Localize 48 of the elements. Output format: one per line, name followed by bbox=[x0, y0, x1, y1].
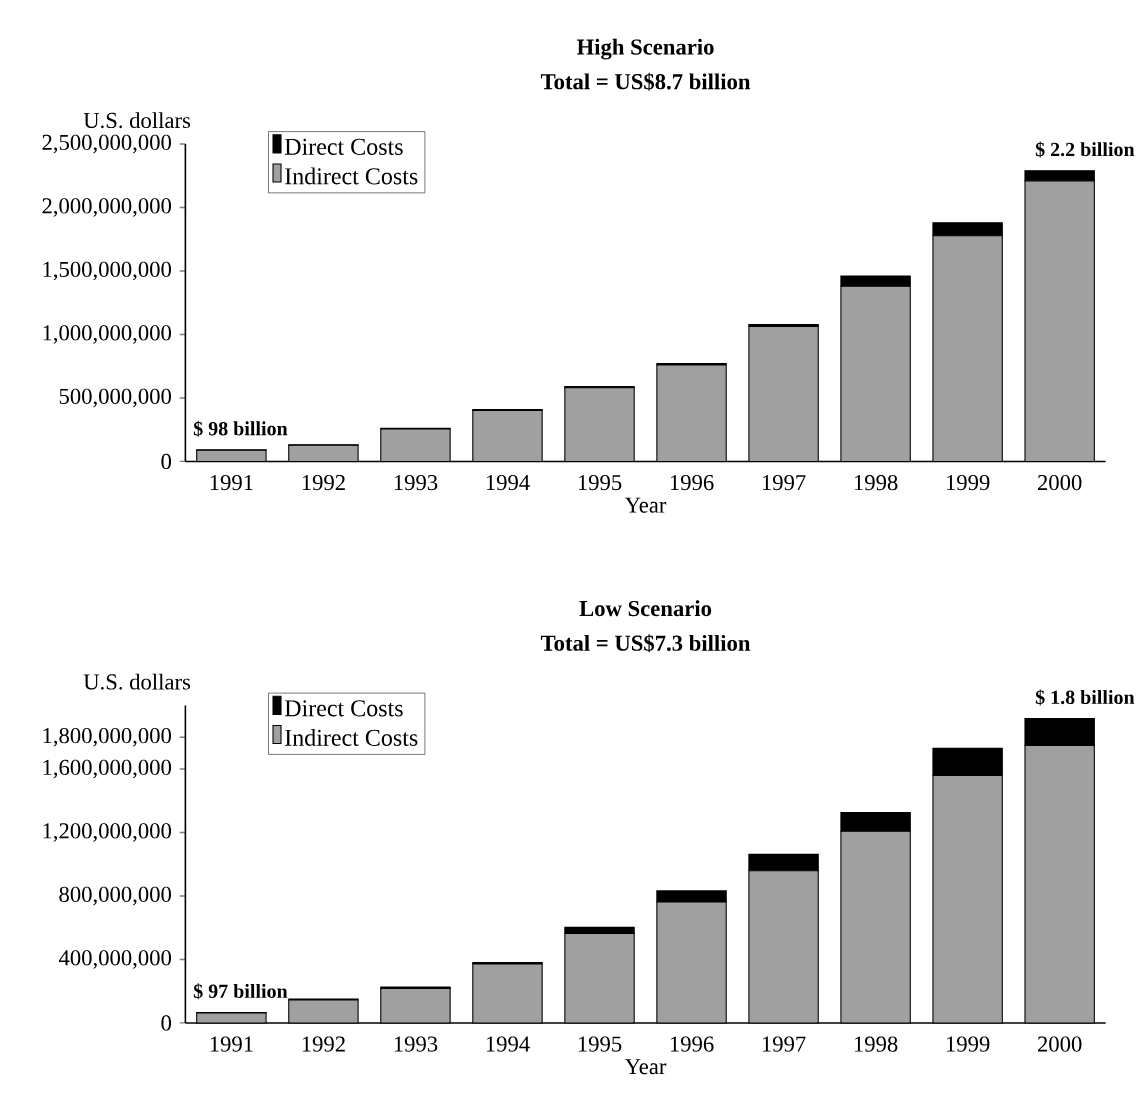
y-tick-label: 0 bbox=[161, 1015, 172, 1031]
y-tick-label: 1,500,000,000 bbox=[43, 261, 172, 281]
legend-label: Indirect Costs bbox=[285, 729, 418, 747]
x-tick-label: 1995 bbox=[578, 475, 622, 491]
annotation: $ 97 billion bbox=[193, 983, 288, 1000]
x-tick-label: 1994 bbox=[486, 475, 530, 491]
x-tick-label: 1991 bbox=[210, 1036, 253, 1052]
y-axis-title: U.S. dollars bbox=[83, 112, 191, 129]
legend-label: Direct Costs bbox=[284, 700, 403, 717]
chart-subtitle: Total = US$8.7 billion bbox=[540, 72, 751, 92]
legend-label: Indirect Costs bbox=[285, 167, 418, 185]
x-tick-label: 2000 bbox=[1037, 1036, 1082, 1052]
x-tick-label: 1999 bbox=[946, 475, 990, 491]
y-tick-label: 500,000,000 bbox=[59, 388, 172, 408]
x-tick-label: 1999 bbox=[946, 1036, 990, 1052]
x-tick-label: 1997 bbox=[762, 475, 806, 491]
x-tick-label: 1992 bbox=[302, 1036, 345, 1052]
x-tick-label: 1991 bbox=[210, 475, 253, 491]
x-tick-label: 2000 bbox=[1037, 475, 1082, 491]
x-tick-label: 1993 bbox=[394, 475, 438, 491]
x-axis-title: Year bbox=[624, 1059, 667, 1075]
annotation: $ 2.2 billion bbox=[1035, 141, 1135, 158]
y-tick-label: 2,000,000,000 bbox=[42, 198, 172, 217]
x-tick-label: 1996 bbox=[670, 1036, 714, 1052]
x-tick-label: 1995 bbox=[578, 1036, 622, 1052]
y-tick-label: 1,600,000,000 bbox=[43, 759, 172, 779]
legend-label: Direct Costs bbox=[284, 138, 403, 156]
chart-title: High Scenario bbox=[576, 38, 714, 60]
y-tick-label: 1,800,000,000 bbox=[43, 728, 172, 747]
x-tick-label: 1992 bbox=[302, 475, 345, 491]
y-axis-title: U.S. dollars bbox=[83, 673, 191, 690]
chart-subtitle: Total = US$7.3 billion bbox=[540, 634, 751, 653]
x-tick-label: 1994 bbox=[486, 1036, 530, 1052]
y-tick-label: 0 bbox=[161, 453, 172, 470]
x-tick-label: 1998 bbox=[854, 1036, 898, 1052]
x-tick-label: 1997 bbox=[762, 1036, 806, 1052]
y-tick-label: 1,200,000,000 bbox=[43, 823, 172, 842]
y-tick-label: 1,000,000,000 bbox=[43, 325, 172, 344]
y-tick-label: 400,000,000 bbox=[58, 950, 172, 969]
x-tick-label: 1998 bbox=[854, 475, 898, 491]
x-tick-label: 1996 bbox=[670, 475, 714, 491]
x-tick-label: 1993 bbox=[394, 1036, 438, 1052]
x-axis-title: Year bbox=[624, 497, 667, 513]
y-tick-label: 800,000,000 bbox=[59, 886, 172, 906]
chart-title: Low Scenario bbox=[579, 600, 712, 617]
annotation: $ 98 billion bbox=[193, 420, 288, 437]
annotation: $ 1.8 billion bbox=[1035, 689, 1135, 706]
y-tick-label: 2,500,000,000 bbox=[42, 134, 172, 154]
